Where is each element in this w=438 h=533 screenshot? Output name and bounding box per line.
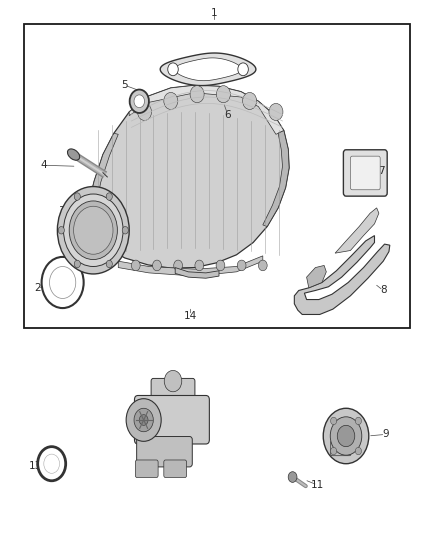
FancyBboxPatch shape [164,460,187,478]
Circle shape [243,92,257,109]
Circle shape [288,472,297,482]
FancyBboxPatch shape [331,441,351,456]
FancyBboxPatch shape [137,437,192,467]
Polygon shape [85,85,289,268]
Text: 12: 12 [175,412,188,422]
FancyBboxPatch shape [134,395,209,444]
Text: 4: 4 [40,160,47,170]
Text: 5: 5 [121,80,128,90]
Circle shape [139,415,148,425]
Text: 11: 11 [311,480,324,490]
Polygon shape [88,133,118,252]
Circle shape [331,417,337,425]
Text: 7: 7 [378,166,385,175]
Text: 10: 10 [335,455,348,464]
Circle shape [64,194,123,266]
Circle shape [238,63,248,76]
Polygon shape [307,265,326,288]
Circle shape [106,193,112,200]
Circle shape [130,90,149,113]
Circle shape [58,227,64,234]
Circle shape [134,95,145,108]
Circle shape [74,260,80,268]
Circle shape [138,103,152,120]
Circle shape [190,86,204,103]
Circle shape [331,447,337,455]
Ellipse shape [67,149,80,160]
Polygon shape [335,208,379,253]
Polygon shape [118,256,263,276]
Text: 8: 8 [380,286,387,295]
Text: 9: 9 [382,430,389,439]
Polygon shape [160,53,256,86]
Circle shape [164,92,178,109]
Circle shape [69,201,117,260]
Circle shape [152,260,161,271]
Polygon shape [175,58,241,80]
Circle shape [168,63,178,76]
Polygon shape [175,268,219,278]
Circle shape [44,454,60,473]
Text: 2: 2 [34,283,41,293]
Circle shape [269,103,283,120]
Circle shape [74,206,113,254]
Circle shape [330,417,362,455]
Text: 13: 13 [28,462,42,471]
Circle shape [134,408,153,432]
Circle shape [355,417,361,425]
Text: 1: 1 [211,9,218,18]
Circle shape [74,193,81,200]
Polygon shape [129,85,284,134]
FancyBboxPatch shape [343,150,387,196]
Polygon shape [294,236,390,314]
FancyBboxPatch shape [135,460,158,478]
Circle shape [57,187,129,274]
FancyBboxPatch shape [350,156,380,190]
FancyBboxPatch shape [151,378,195,402]
Circle shape [122,227,128,234]
Circle shape [49,266,76,298]
Bar [24,24,410,328]
Circle shape [106,260,112,268]
Circle shape [195,260,204,271]
Circle shape [164,370,182,392]
Circle shape [38,447,66,481]
Circle shape [216,86,230,103]
Circle shape [42,257,84,308]
Text: 6: 6 [224,110,231,119]
Circle shape [174,260,183,271]
Circle shape [337,425,355,447]
Polygon shape [263,131,289,227]
Circle shape [216,260,225,271]
Text: 3: 3 [58,206,65,215]
Circle shape [258,260,267,271]
Circle shape [237,260,246,271]
Circle shape [126,399,161,441]
Circle shape [355,447,361,455]
Text: 14: 14 [184,311,197,320]
Circle shape [323,408,369,464]
Circle shape [131,260,140,271]
